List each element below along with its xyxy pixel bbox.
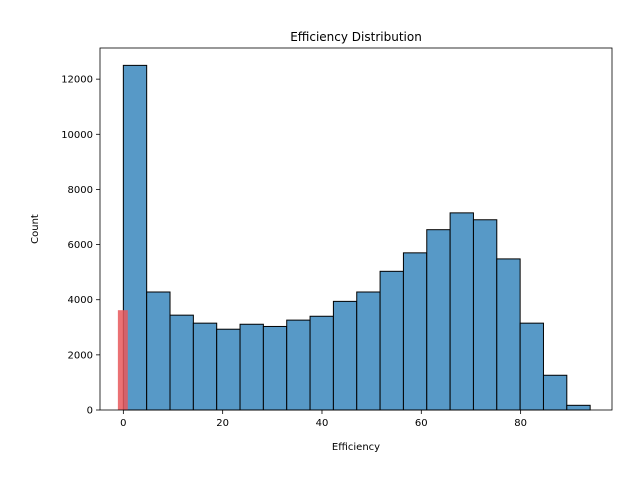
histogram-bar [262, 325, 288, 411]
histogram-bar [566, 404, 591, 411]
histogram-bar [542, 374, 568, 411]
histogram-bar [356, 291, 381, 411]
histogram-bar [332, 300, 358, 411]
histogram-bar [239, 323, 264, 411]
histogram-bar [472, 219, 498, 411]
x-tick-label: 0 [120, 418, 126, 429]
x-axis: 0 20 40 60 80 [120, 410, 527, 429]
histogram-bar [169, 314, 194, 411]
histogram-bar [286, 319, 311, 411]
x-tick-label: 40 [316, 418, 329, 429]
y-tick-label: 6000 [68, 240, 93, 251]
x-tick-label: 60 [415, 418, 428, 429]
x-axis-title: Efficiency [332, 442, 380, 453]
chart-title: Efficiency Distribution [290, 30, 422, 44]
histogram-bar [519, 322, 544, 411]
plot-frame [99, 47, 613, 411]
y-axis-title: Count [30, 214, 41, 244]
histogram-bar [216, 328, 241, 411]
histogram-bar [426, 229, 451, 411]
x-tick-label: 80 [514, 418, 527, 429]
histogram-bar [496, 258, 521, 411]
histogram-bar [192, 322, 218, 411]
histogram-bar [146, 291, 171, 411]
y-tick-label: 8000 [68, 185, 93, 196]
bars-layer [117, 64, 591, 411]
y-tick-label: 4000 [68, 295, 93, 306]
y-tick-label: 2000 [68, 350, 93, 361]
highlight-bar [117, 310, 128, 410]
histogram-bar [309, 315, 334, 411]
y-tick-label: 0 [87, 406, 93, 417]
x-tick-label: 20 [216, 418, 229, 429]
histogram-bar [449, 212, 474, 411]
y-tick-label: 10000 [61, 130, 93, 141]
histogram-bar [379, 270, 404, 411]
histogram-bar [402, 252, 428, 411]
y-tick-label: 12000 [61, 75, 93, 86]
y-axis: 0 2000 4000 6000 8000 10000 12000 [61, 75, 100, 417]
